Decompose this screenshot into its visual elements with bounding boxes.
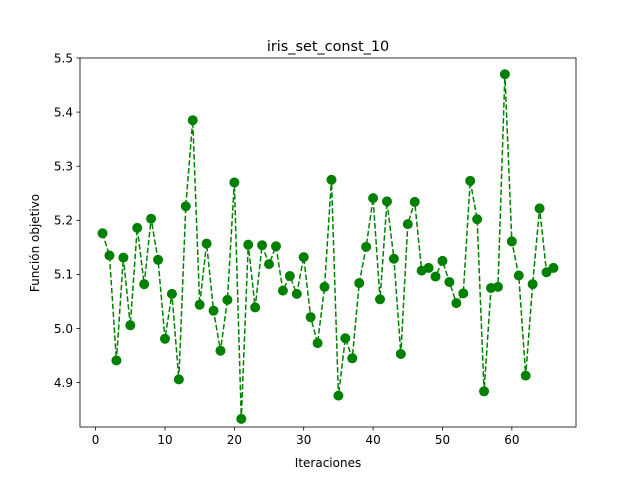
data-point: [201, 238, 212, 249]
data-point: [312, 338, 323, 349]
y-tick-label: 5.2: [54, 214, 73, 228]
y-axis-label: Función objetivo: [28, 194, 42, 292]
x-tick-label: 0: [92, 433, 100, 447]
data-point: [215, 345, 226, 356]
data-point: [548, 262, 559, 273]
data-point: [499, 69, 510, 80]
data-point: [326, 174, 337, 185]
series-layer: [97, 69, 559, 424]
data-point: [340, 333, 351, 344]
data-point: [361, 241, 372, 252]
data-point: [104, 250, 115, 261]
data-point: [534, 203, 545, 214]
x-tick-label: 10: [157, 433, 172, 447]
data-point: [381, 196, 392, 207]
data-point: [402, 219, 413, 230]
y-tick-label: 5.4: [54, 105, 73, 119]
data-point: [111, 355, 122, 366]
data-point: [284, 271, 295, 282]
data-point: [409, 196, 420, 207]
data-point: [319, 281, 330, 292]
data-point: [437, 255, 448, 266]
data-point: [277, 285, 288, 296]
data-point: [444, 277, 455, 287]
data-point: [472, 214, 483, 225]
data-point: [347, 353, 358, 364]
data-point: [243, 239, 254, 250]
data-point: [375, 294, 386, 305]
data-point: [166, 288, 177, 299]
data-point: [291, 288, 302, 299]
x-axis-label: Iteraciones: [295, 456, 361, 470]
y-tick-label: 5.1: [54, 268, 73, 282]
data-point: [222, 294, 233, 305]
data-point: [146, 213, 157, 224]
x-tick-label: 40: [365, 433, 380, 447]
data-point: [305, 312, 316, 323]
data-point: [173, 374, 184, 385]
data-point: [520, 370, 531, 381]
data-point: [139, 279, 150, 290]
y-tick-label: 5.3: [54, 160, 73, 174]
chart-title: iris_set_const_10: [267, 39, 389, 55]
data-point: [465, 175, 476, 186]
y-tick-label: 5.0: [54, 322, 73, 336]
data-point: [451, 298, 462, 309]
axes-layer: 0 10 20 30 40 50 60 4.9 5.0 5.1 5.2 5.3 5.4 5.5: [54, 51, 577, 447]
data-point: [368, 193, 379, 204]
data-point: [395, 348, 406, 359]
data-point: [527, 279, 538, 290]
data-point: [125, 320, 136, 331]
data-point: [132, 222, 143, 233]
data-point: [180, 201, 191, 212]
data-point: [458, 288, 469, 299]
data-point: [430, 271, 441, 282]
y-tick-label: 4.9: [54, 376, 73, 390]
data-point: [229, 177, 240, 188]
data-point: [506, 236, 517, 247]
data-point: [423, 262, 434, 273]
data-point: [354, 278, 365, 289]
data-point: [250, 302, 261, 313]
data-point: [479, 386, 490, 397]
data-point: [298, 252, 309, 263]
data-point: [388, 253, 399, 264]
data-point: [97, 228, 108, 239]
data-point: [236, 413, 247, 424]
series-line-0: [101, 74, 554, 419]
data-point: [513, 270, 524, 281]
data-point: [270, 241, 281, 252]
data-point: [118, 252, 129, 263]
axes-frame: [79, 57, 577, 428]
data-point: [194, 299, 205, 310]
data-point: [159, 333, 170, 344]
x-tick-label: 30: [296, 433, 311, 447]
data-point: [264, 259, 275, 270]
y-tick-label: 5.5: [54, 51, 73, 65]
x-tick-label: 50: [435, 433, 450, 447]
x-tick-label: 20: [227, 433, 242, 447]
x-tick-label: 60: [504, 433, 519, 447]
data-point: [257, 240, 268, 251]
data-point: [153, 254, 164, 265]
data-point: [187, 115, 198, 126]
data-point: [208, 305, 219, 316]
data-point: [492, 281, 503, 292]
data-point: [333, 390, 344, 401]
